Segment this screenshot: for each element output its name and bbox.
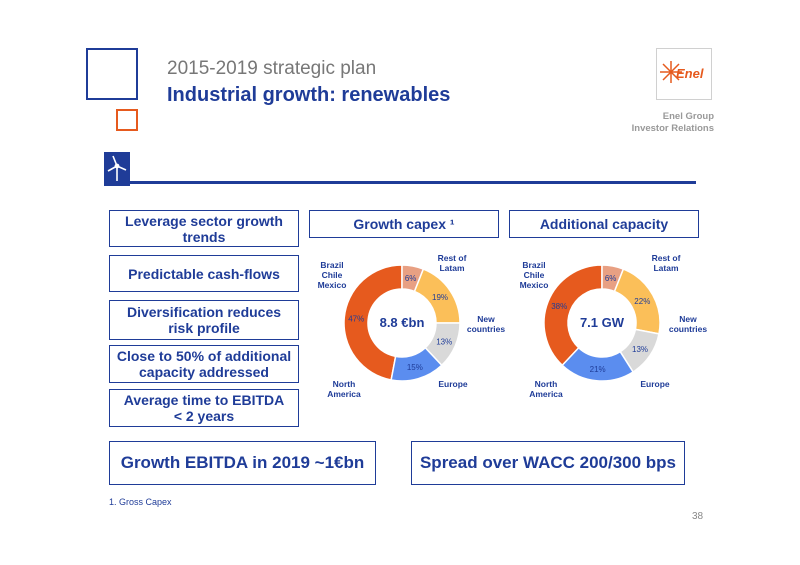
enel-logo-icon (660, 61, 682, 83)
ir-line-2: Investor Relations (631, 123, 714, 134)
left-box-5: Average time to EBITDA < 2 years (109, 389, 299, 427)
donut-slice (390, 346, 443, 382)
category-label-bcm-2: Chile (524, 270, 545, 280)
left-box-4-line2: capacity addressed (139, 364, 269, 380)
decor-square-large (86, 48, 138, 100)
wacc-box: Spread over WACC 200/300 bps (411, 441, 685, 485)
page-subtitle: 2015-2019 strategic plan (167, 58, 377, 79)
left-box-5-line1: Average time to EBITDA (123, 392, 285, 408)
category-label-na-1: North (535, 379, 558, 389)
left-box-1-line2: trends (182, 228, 226, 245)
category-label-rest-2: Latam (653, 263, 678, 273)
slice-value-label: 13% (632, 345, 648, 354)
category-label-newc-1: New (679, 314, 697, 324)
slice-value-label: 22% (634, 297, 650, 306)
category-label-bcm-2: Chile (322, 270, 343, 280)
footnote: 1. Gross Capex (109, 497, 172, 507)
wind-turbine-icon (107, 155, 127, 182)
category-label-bcm-1: Brazil (320, 260, 343, 270)
logo-text: Enel (676, 66, 704, 81)
donut-chart-capacity: 38% 6% 22% 13% 21% 7.1 GW Brazil Chile Mexic… (520, 253, 708, 399)
category-label-bcm-1: Brazil (522, 260, 545, 270)
category-label-na-2: America (327, 389, 361, 399)
slice-value-label: 38% (551, 302, 567, 311)
category-label-rest-1: Rest of (438, 253, 467, 263)
section-icon-box (104, 152, 130, 186)
left-box-4-line1: Close to 50% of additional (116, 348, 292, 364)
chart-center-label: 8.8 €bn (380, 315, 425, 330)
donut-slice (343, 264, 403, 381)
enel-logo (656, 48, 712, 100)
left-box-2-line1: Predictable cash-flows (128, 265, 280, 282)
left-box-1: Leverage sector growth trends (109, 210, 299, 247)
category-label-newc-2: countries (467, 324, 506, 334)
ir-line-1: Enel Group (662, 111, 714, 122)
left-box-5-line2: < 2 years (173, 408, 235, 424)
left-box-3-line2: risk profile (168, 320, 240, 336)
category-label-europe: Europe (640, 379, 670, 389)
donut-slice (561, 346, 635, 382)
slice-value-label: 21% (590, 365, 606, 374)
category-label-bcm-3: Mexico (318, 280, 347, 290)
slice-value-label: 6% (405, 274, 417, 283)
category-label-newc-1: New (477, 314, 495, 324)
left-box-4: Close to 50% of additional capacity addre… (109, 345, 299, 383)
category-label-europe: Europe (438, 379, 468, 389)
donut-slice (543, 264, 603, 367)
category-label-rest-1: Rest of (652, 253, 681, 263)
slice-value-label: 15% (407, 363, 423, 372)
page-title: Industrial growth: renewables (167, 84, 451, 106)
slice-value-label: 6% (605, 274, 617, 283)
left-box-1-line1: Leverage sector growth (125, 212, 283, 229)
ebitda-box: Growth EBITDA in 2019 ~1€bn (109, 441, 376, 485)
decor-square-small (116, 109, 138, 131)
donut-chart-capex: 47% 6% 19% 13% 15% 8.8 €bn Brazil Chile Mexi… (318, 253, 506, 399)
category-label-na-2: America (529, 389, 563, 399)
category-label-na-1: North (333, 379, 356, 389)
chart-header-capacity: Additional capacity (509, 210, 699, 238)
chart-center-label: 7.1 GW (580, 315, 625, 330)
category-label-rest-2: Latam (439, 263, 464, 273)
category-label-bcm-3: Mexico (520, 280, 549, 290)
category-label-newc-2: countries (669, 324, 708, 334)
section-divider (104, 181, 696, 184)
page-number: 38 (692, 511, 704, 522)
left-box-3: Diversification reduces risk profile (109, 300, 299, 340)
slice-value-label: 47% (348, 315, 364, 324)
slice-value-label: 19% (432, 293, 448, 302)
slice-value-label: 13% (436, 337, 452, 346)
chart-header-capex: Growth capex ¹ (309, 210, 499, 238)
left-box-3-line1: Diversification reduces (126, 304, 282, 320)
left-box-2: Predictable cash-flows (109, 255, 299, 292)
